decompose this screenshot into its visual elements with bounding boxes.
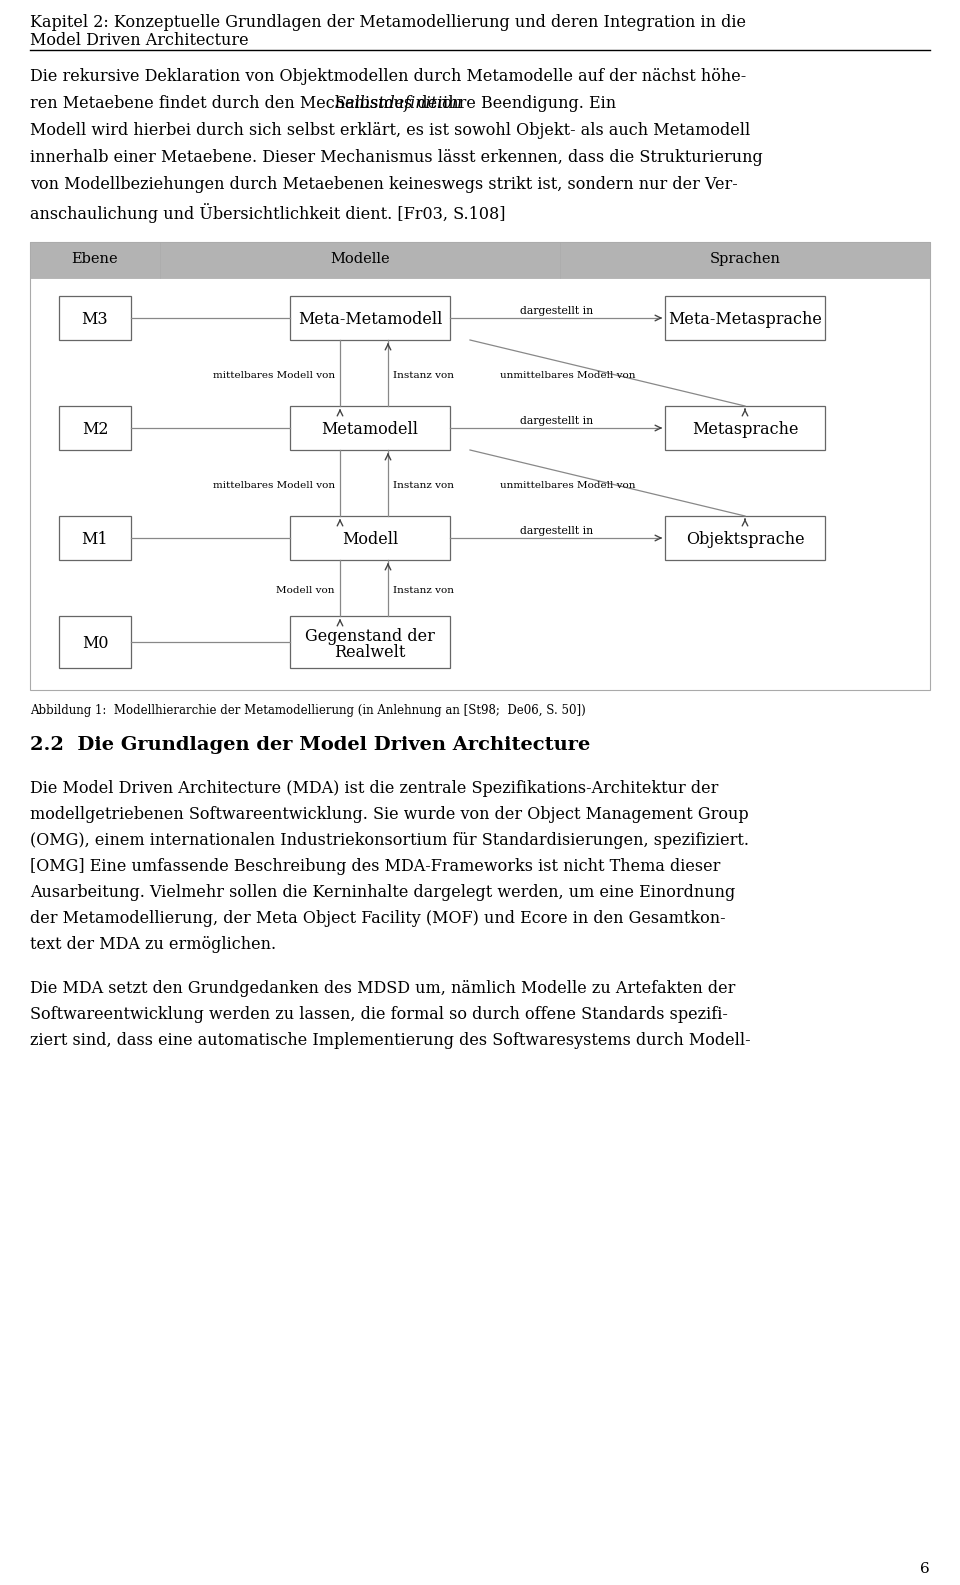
- Text: Modell wird hierbei durch sich selbst erklärt, es ist sowohl Objekt- als auch Me: Modell wird hierbei durch sich selbst er…: [30, 122, 751, 139]
- Text: Die rekursive Deklaration von Objektmodellen durch Metamodelle auf der nächst hö: Die rekursive Deklaration von Objektmode…: [30, 68, 746, 86]
- Text: Softwareentwicklung werden zu lassen, die formal so durch offene Standards spezi: Softwareentwicklung werden zu lassen, di…: [30, 1006, 728, 1022]
- Text: mittelbares Modell von: mittelbares Modell von: [213, 480, 335, 490]
- Bar: [560, 243, 930, 277]
- Bar: [290, 296, 450, 341]
- Bar: [30, 243, 160, 277]
- Text: Abbildung 1:  Modellhierarchie der Metamodellierung (in Anlehnung an [St98;  De0: Abbildung 1: Modellhierarchie der Metamo…: [30, 704, 586, 716]
- Text: Die MDA setzt den Grundgedanken des MDSD um, nämlich Modelle zu Artefakten der: Die MDA setzt den Grundgedanken des MDSD…: [30, 980, 735, 997]
- Bar: [59, 296, 131, 341]
- Text: M0: M0: [82, 636, 108, 651]
- Text: dargestellt in: dargestellt in: [520, 526, 593, 536]
- Text: Model Driven Architecture: Model Driven Architecture: [30, 32, 249, 49]
- Bar: [290, 406, 450, 450]
- Text: M3: M3: [82, 311, 108, 328]
- Text: mittelbares Modell von: mittelbares Modell von: [213, 371, 335, 380]
- Text: Modelle: Modelle: [330, 252, 390, 266]
- Text: Realwelt: Realwelt: [334, 644, 406, 661]
- Text: Meta-Metasprache: Meta-Metasprache: [668, 311, 822, 328]
- Text: Meta-Metamodell: Meta-Metamodell: [298, 311, 443, 328]
- Text: Ausarbeitung. Vielmehr sollen die Kerninhalte dargelegt werden, um eine Einordnu: Ausarbeitung. Vielmehr sollen die Kernin…: [30, 884, 735, 900]
- Text: M1: M1: [82, 531, 108, 548]
- Text: 2.2  Die Grundlagen der Model Driven Architecture: 2.2 Die Grundlagen der Model Driven Arch…: [30, 735, 590, 754]
- Bar: [160, 243, 560, 277]
- Text: dargestellt in: dargestellt in: [520, 306, 593, 315]
- Text: anschaulichung und Übersichtlichkeit dient. [Fr03, S.108]: anschaulichung und Übersichtlichkeit die…: [30, 203, 506, 223]
- Bar: [665, 296, 825, 341]
- Text: Objektsprache: Objektsprache: [685, 531, 804, 548]
- Text: ihre Beendigung. Ein: ihre Beendigung. Ein: [438, 95, 616, 113]
- Text: Instanz von: Instanz von: [393, 480, 454, 490]
- Text: dargestellt in: dargestellt in: [520, 415, 593, 426]
- Text: modellgetriebenen Softwareentwicklung. Sie wurde von der Object Management Group: modellgetriebenen Softwareentwicklung. S…: [30, 807, 749, 823]
- Text: ren Metaebene findet durch den Mechanismus der: ren Metaebene findet durch den Mechanism…: [30, 95, 450, 113]
- Text: Metasprache: Metasprache: [692, 422, 799, 437]
- Bar: [665, 406, 825, 450]
- Bar: [59, 406, 131, 450]
- Text: der Metamodellierung, der Meta Object Facility (MOF) und Ecore in den Gesamtkon-: der Metamodellierung, der Meta Object Fa…: [30, 910, 726, 927]
- Text: Ebene: Ebene: [72, 252, 118, 266]
- Text: Sprachen: Sprachen: [709, 252, 780, 266]
- Bar: [59, 617, 131, 667]
- Text: Instanz von: Instanz von: [393, 586, 454, 594]
- Text: innerhalb einer Metaebene. Dieser Mechanismus lässt erkennen, dass die Strukturi: innerhalb einer Metaebene. Dieser Mechan…: [30, 149, 763, 166]
- Bar: [290, 617, 450, 667]
- Text: unmittelbares Modell von: unmittelbares Modell von: [500, 480, 636, 490]
- Bar: [290, 517, 450, 560]
- Text: von Modellbeziehungen durch Metaebenen keineswegs strikt ist, sondern nur der Ve: von Modellbeziehungen durch Metaebenen k…: [30, 176, 737, 193]
- Text: Selbstdefinition: Selbstdefinition: [334, 95, 463, 113]
- Text: Die Model Driven Architecture (MDA) ist die zentrale Spezifikations-Architektur : Die Model Driven Architecture (MDA) ist …: [30, 780, 718, 797]
- Text: 6: 6: [921, 1561, 930, 1575]
- Text: Kapitel 2: Konzeptuelle Grundlagen der Metamodellierung und deren Integration in: Kapitel 2: Konzeptuelle Grundlagen der M…: [30, 14, 746, 32]
- Text: (OMG), einem internationalen Industriekonsortium für Standardisierungen, spezifi: (OMG), einem internationalen Industrieko…: [30, 832, 749, 850]
- Bar: [30, 243, 930, 689]
- Text: Gegenstand der: Gegenstand der: [305, 628, 435, 645]
- Text: M2: M2: [82, 422, 108, 437]
- Bar: [59, 517, 131, 560]
- Text: ziert sind, dass eine automatische Implementierung des Softwaresystems durch Mod: ziert sind, dass eine automatische Imple…: [30, 1032, 751, 1049]
- Text: unmittelbares Modell von: unmittelbares Modell von: [500, 371, 636, 380]
- Text: [OMG] Eine umfassende Beschreibung des MDA-Frameworks ist nicht Thema dieser: [OMG] Eine umfassende Beschreibung des M…: [30, 857, 720, 875]
- Text: Metamodell: Metamodell: [322, 422, 419, 437]
- Text: Modell von: Modell von: [276, 586, 335, 594]
- Text: Instanz von: Instanz von: [393, 371, 454, 380]
- Bar: [665, 517, 825, 560]
- Text: Modell: Modell: [342, 531, 398, 548]
- Text: text der MDA zu ermöglichen.: text der MDA zu ermöglichen.: [30, 937, 276, 953]
